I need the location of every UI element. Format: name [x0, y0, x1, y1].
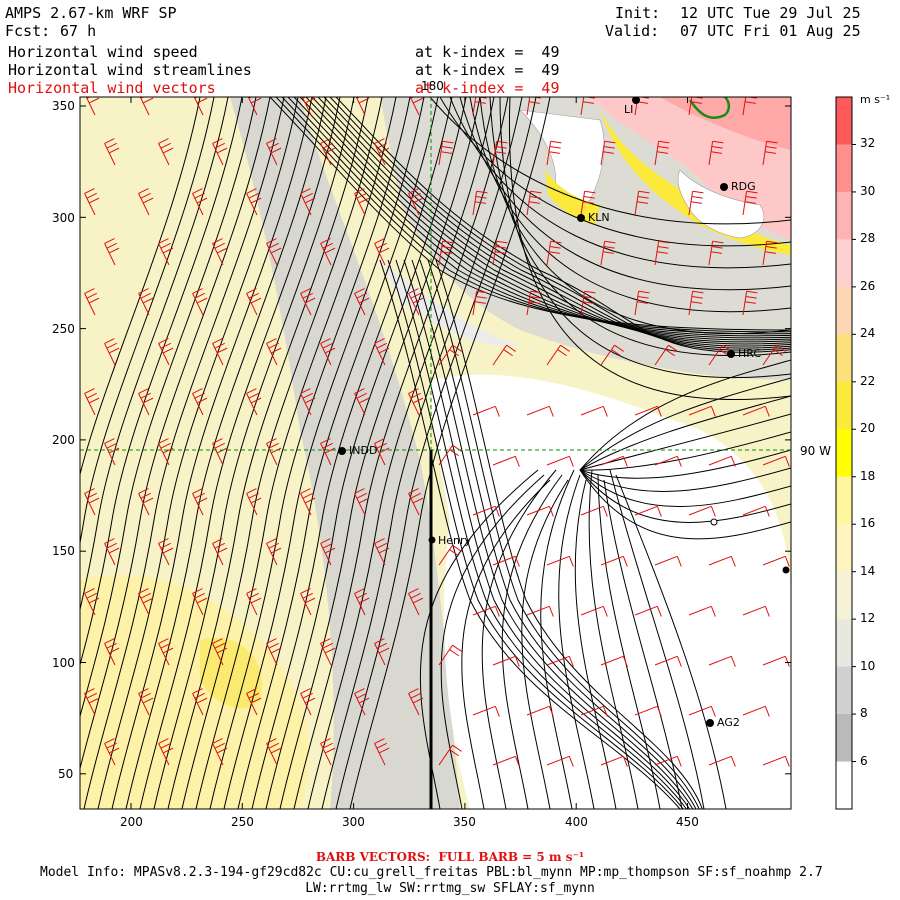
init-value: 12 UTC Tue 29 Jul 25: [680, 4, 861, 22]
valid-value: 07 UTC Fri 01 Aug 25: [680, 22, 861, 40]
terrain-contour: [688, 97, 731, 119]
colorbar-segment: [836, 191, 852, 240]
station-marker-hrc: [727, 350, 735, 358]
colorbar-segment: [836, 334, 852, 383]
map-plot-area: [80, 97, 791, 809]
field-level-streamlines: at k-index = 49: [415, 61, 560, 79]
colorbar-label: 28: [860, 231, 876, 246]
colorbar-segment: [836, 286, 852, 335]
colorbar-segment: [836, 476, 852, 525]
field-name-wind-speed: Horizontal wind speed: [8, 43, 198, 61]
station-marker-kln: [577, 214, 585, 222]
y-tick-label: 100: [52, 656, 75, 670]
station-label-ag2: AG2: [717, 716, 740, 729]
colorbar-label: 32: [860, 136, 876, 151]
speed-shading-max: [200, 638, 262, 709]
model-title: AMPS 2.67-km WRF SP: [5, 4, 177, 22]
y-tick-label: 250: [52, 322, 75, 336]
x-tick-label: 350: [453, 815, 476, 829]
colorbar-segment: [836, 666, 852, 715]
colorbar-segment: [836, 714, 852, 763]
colorbar-segment: [836, 619, 852, 668]
colorbar-label: 8: [860, 706, 868, 721]
colorbar-segment: [836, 429, 852, 478]
barb-note: BARB VECTORS: FULL BARB = 5 m s⁻¹: [315, 850, 585, 864]
colorbar-label: 22: [860, 373, 876, 388]
colorbar-label: 30: [860, 183, 876, 198]
colorbar-segment: [836, 524, 852, 573]
colorbar-label: 12: [860, 611, 876, 626]
streamlines: [80, 97, 791, 809]
y-tick-label: 350: [52, 99, 75, 113]
colorbar-frame: [835, 96, 853, 810]
y-tick-label: 300: [52, 211, 75, 225]
colorbar-segment: [836, 761, 852, 810]
model-info: Model Info: MPASv8.2.3-194-gf29cd82c CU:…: [40, 865, 823, 880]
forecast-label: Fcst:: [5, 22, 51, 40]
colorbar-unit: m s⁻¹: [860, 93, 891, 106]
station-label-indd: INDD: [349, 444, 378, 457]
colorbar: [836, 97, 856, 810]
station-label-li: LI: [624, 103, 634, 116]
x-tick-label: 250: [231, 815, 254, 829]
station-marker-ag2: [706, 719, 714, 727]
field-level-wind-speed: at k-index = 49: [415, 43, 560, 61]
colorbar-segment: [836, 381, 852, 430]
station-marker-li: [632, 97, 640, 104]
station-marker-henry: [428, 536, 436, 544]
station-markers: [338, 97, 790, 727]
colorbar-label: 24: [860, 326, 876, 341]
field-level-vectors: at k-index = 49: [415, 79, 560, 97]
field-name-streamlines: Horizontal wind streamlines: [8, 61, 252, 79]
parallel-label: 90 W: [800, 444, 831, 458]
station-label-hrc: HRC: [738, 347, 762, 360]
y-tick-label: 50: [58, 767, 74, 781]
colorbar-segment: [836, 239, 852, 288]
colorbar-label: 18: [860, 468, 876, 483]
station-marker-indd: [338, 447, 346, 455]
valid-label: Valid:: [605, 22, 660, 40]
station-marker-rdg: [720, 183, 728, 191]
y-tick-label: 150: [52, 544, 75, 558]
colorbar-label: 20: [860, 421, 876, 436]
colorbar-segment: [836, 571, 852, 620]
colorbar-label: 26: [860, 278, 876, 293]
x-tick-label: 450: [676, 815, 699, 829]
colorbar-segment: [836, 97, 852, 145]
colorbar-label: 16: [860, 516, 876, 531]
x-tick-label: 300: [342, 815, 365, 829]
forecast-value: 67 h: [60, 22, 97, 40]
x-tick-label: 200: [120, 815, 143, 829]
x-tick-label: 400: [565, 815, 588, 829]
station-label-rdg: RDG: [731, 180, 756, 193]
meridian-label: 180: [421, 79, 444, 93]
plot-frame: [79, 96, 792, 810]
colorbar-segment: [836, 144, 852, 193]
field-name-vectors: Horizontal wind vectors: [8, 79, 216, 97]
colorbar-label: 14: [860, 563, 876, 578]
colorbar-label: 10: [860, 658, 876, 673]
station-label-kln: KLN: [588, 211, 610, 224]
init-label: Init:: [615, 4, 661, 22]
y-tick-label: 200: [52, 433, 75, 447]
station-label-henry: Henry: [438, 534, 472, 547]
model-info-2: LW:rrtmg_lw SW:rrtmg_sw SFLAY:sf_mynn: [305, 881, 595, 896]
colorbar-label: 6: [860, 753, 868, 768]
